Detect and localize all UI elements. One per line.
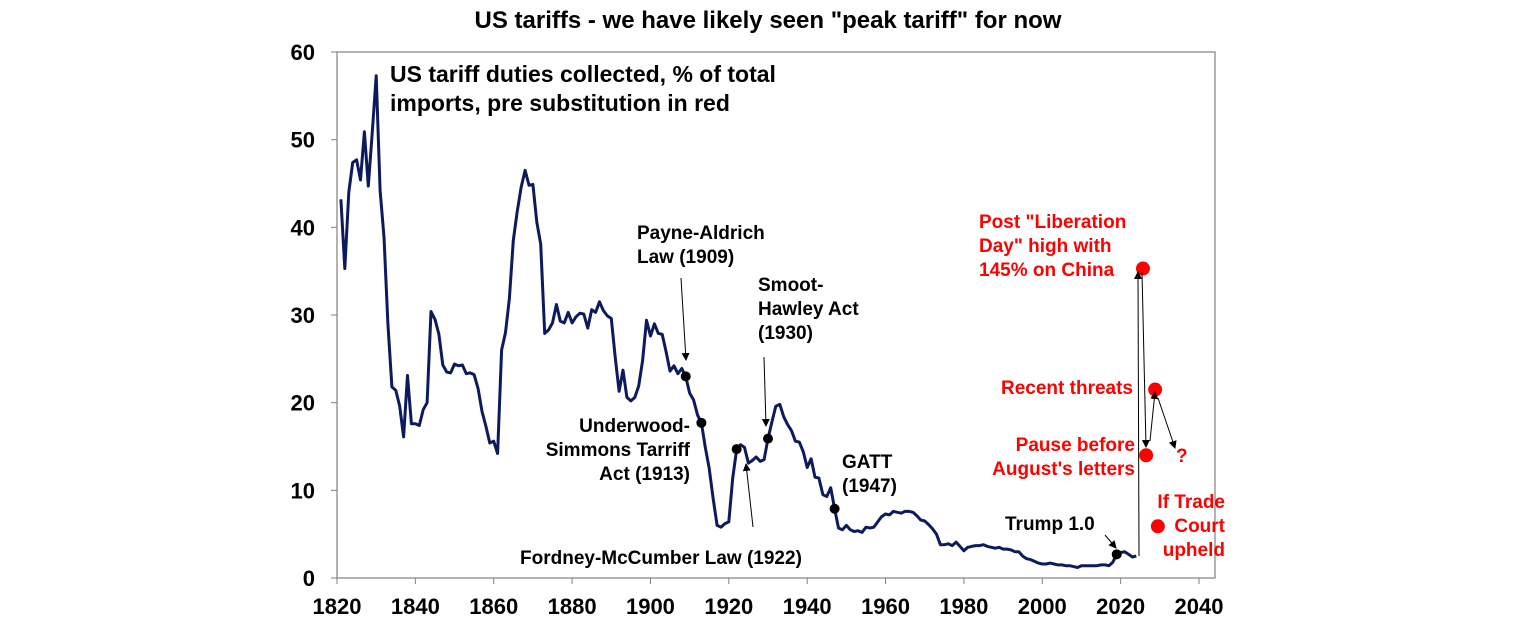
- event-dot: [763, 433, 773, 444]
- red-point-label: Day" high with: [979, 236, 1112, 257]
- event-label: (1930): [758, 323, 813, 344]
- event-arrow: [1104, 534, 1117, 549]
- event-label: Payne-Aldrich: [637, 223, 765, 244]
- event-dot: [696, 417, 707, 428]
- event-label: Smoot-: [758, 275, 823, 296]
- event-label: Act (1913): [599, 464, 690, 485]
- event-dot: [829, 503, 840, 514]
- inset-label-line-1: US tariff duties collected, % of total: [390, 61, 776, 87]
- red-point-label: August's letters: [992, 459, 1135, 480]
- scenario-arrow: [1149, 391, 1159, 442]
- y-tick-label: 60: [291, 40, 315, 65]
- red-point: [1150, 519, 1165, 534]
- red-point-label: upheld: [1163, 540, 1225, 561]
- red-point-label: If Trade: [1157, 492, 1225, 513]
- x-tick-label: 1960: [861, 594, 910, 619]
- x-tick-label: 1880: [548, 594, 597, 619]
- x-tick-label: 2020: [1096, 594, 1145, 619]
- x-tick-label: 1840: [391, 594, 440, 619]
- y-tick-label: 30: [291, 303, 315, 328]
- x-tick-label: 2040: [1175, 594, 1224, 619]
- red-point-label: Recent threats: [1001, 378, 1133, 399]
- event-label: Law (1909): [637, 247, 734, 268]
- scenario-arrow: [1134, 271, 1143, 557]
- red-point-label: Post "Liberation: [979, 212, 1126, 233]
- event-label: Underwood-: [579, 416, 690, 437]
- event-label: Fordney-McCumber Law (1922): [520, 548, 802, 569]
- red-point-label: Court: [1174, 516, 1225, 537]
- x-tick-label: 1940: [783, 594, 832, 619]
- inset-label-line-2: imports, pre substitution in red: [390, 90, 730, 116]
- event-arrow: [742, 463, 754, 528]
- event-label: Simmons Tarriff: [546, 440, 691, 461]
- scenario-arrow: [1157, 397, 1177, 449]
- y-tick-label: 20: [291, 391, 315, 416]
- x-tick-label: 1920: [704, 594, 753, 619]
- red-point-label: Pause before: [1016, 435, 1135, 456]
- x-tick-label: 1860: [469, 594, 518, 619]
- event-arrow: [761, 356, 770, 427]
- tariff-line: [339, 74, 1137, 569]
- event-label: GATT: [842, 452, 893, 473]
- event-arrow: [680, 277, 690, 361]
- x-tick-label: 1900: [626, 594, 675, 619]
- event-label: (1947): [842, 476, 897, 497]
- chart-title: US tariffs - we have likely seen "peak t…: [475, 7, 1062, 34]
- y-tick-label: 0: [303, 566, 315, 591]
- y-tick-label: 10: [291, 478, 315, 503]
- x-tick-label: 1820: [313, 594, 362, 619]
- x-tick-label: 2000: [1018, 594, 1067, 619]
- event-dot: [1111, 549, 1122, 560]
- scenario-arrow: [1141, 271, 1150, 448]
- red-point: [1139, 448, 1154, 463]
- event-label: Trump 1.0: [1005, 514, 1095, 535]
- event-label: Hawley Act: [758, 299, 859, 320]
- event-dot: [680, 371, 691, 382]
- y-tick-label: 50: [291, 128, 315, 153]
- y-tick-label: 40: [291, 215, 315, 240]
- question-mark: ?: [1176, 446, 1188, 467]
- event-dot: [731, 444, 742, 455]
- x-tick-label: 1980: [939, 594, 988, 619]
- red-point-label: 145% on China: [979, 260, 1115, 281]
